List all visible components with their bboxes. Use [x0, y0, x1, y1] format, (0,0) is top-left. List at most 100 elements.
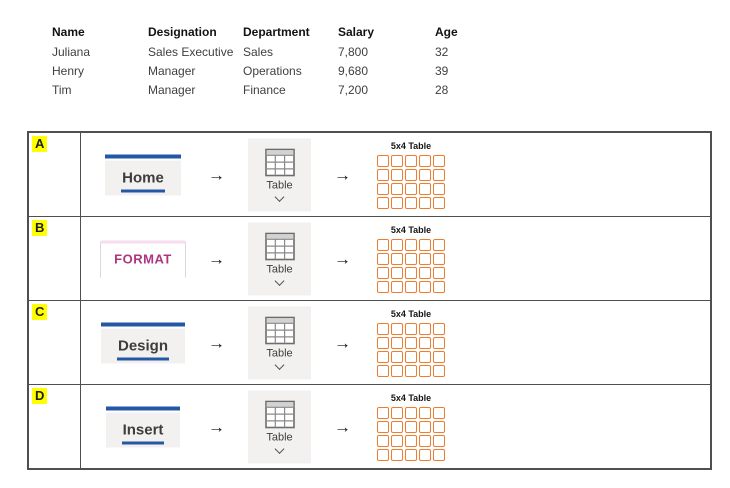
options-table: A Home → Table: [27, 131, 712, 470]
tab-label: Home: [121, 169, 165, 192]
grid-cell: [419, 238, 431, 251]
option-row-a[interactable]: A Home → Table: [29, 133, 710, 216]
grid-cell: [405, 154, 417, 167]
arrow-icon: →: [334, 249, 351, 268]
grid-cell: [433, 168, 445, 181]
grid-cell: [377, 434, 389, 447]
mini-table-grid: [369, 154, 453, 209]
table-dropdown-button[interactable]: Table: [248, 306, 311, 379]
grid-cell: [377, 252, 389, 265]
column-header: Name: [52, 24, 85, 39]
option-content: Insert → Table → 5x4 Table: [81, 385, 710, 468]
grid-cell: [419, 182, 431, 195]
option-letter: D: [32, 388, 48, 404]
mini-table-label: 5x4 Table: [390, 392, 432, 403]
arrow-icon: →: [208, 249, 225, 268]
grid-cell: [405, 182, 417, 195]
table-cell: Henry: [52, 63, 85, 78]
grid-cell: [391, 420, 403, 433]
ribbon-tab-insert[interactable]: Insert: [105, 406, 181, 447]
option-letter: A: [32, 136, 48, 152]
employee-table: Name Designation Department Salary Age J…: [52, 21, 495, 99]
table-dropdown-button[interactable]: Table: [248, 222, 311, 295]
tab-label: Insert: [121, 421, 165, 444]
grid-cell: [391, 238, 403, 251]
mini-table-grid: [369, 406, 453, 461]
grid-cell: [391, 448, 403, 461]
grid-cell: [433, 196, 445, 209]
grid-cell: [405, 336, 417, 349]
option-row-c[interactable]: C Design → Table: [29, 300, 710, 384]
tab-label: Design: [116, 337, 169, 360]
grid-cell: [433, 336, 445, 349]
grid-cell: [377, 448, 389, 461]
option-letter-cell: A: [29, 133, 81, 216]
table-cell: 7,800: [338, 44, 369, 59]
mini-table-block: 5x4 Table: [369, 141, 453, 209]
grid-cell: [419, 364, 431, 377]
grid-cell: [433, 364, 445, 377]
grid-cell: [391, 182, 403, 195]
grid-cell: [391, 252, 403, 265]
grid-cell: [405, 252, 417, 265]
table-button-label: Table: [266, 263, 293, 276]
column-header: Designation: [148, 24, 217, 39]
table-button-label: Table: [266, 179, 293, 192]
ribbon-tab-design[interactable]: Design: [100, 322, 185, 363]
grid-cell: [377, 154, 389, 167]
grid-cell: [377, 266, 389, 279]
grid-cell: [377, 364, 389, 377]
table-grid-icon: [264, 316, 295, 345]
table-cell: Sales: [243, 44, 274, 59]
mini-table-label: 5x4 Table: [390, 224, 432, 235]
grid-cell: [377, 182, 389, 195]
grid-cell: [419, 280, 431, 293]
grid-cell: [433, 406, 445, 419]
table-grid-icon: [264, 148, 295, 177]
table-cell: 9,680: [338, 63, 369, 78]
grid-cell: [419, 420, 431, 433]
option-row-b[interactable]: B FORMAT → Table →: [29, 216, 710, 300]
option-letter-cell: D: [29, 385, 81, 468]
ribbon-tab-home[interactable]: Home: [105, 154, 181, 195]
grid-cell: [433, 266, 445, 279]
mini-table-label: 5x4 Table: [390, 140, 432, 151]
table-button-label: Table: [266, 347, 293, 360]
grid-cell: [419, 448, 431, 461]
grid-cell: [405, 350, 417, 363]
grid-cell: [405, 266, 417, 279]
grid-cell: [377, 336, 389, 349]
table-dropdown-button[interactable]: Table: [248, 138, 311, 211]
table-row: Henry Manager Operations 9,680 39: [52, 61, 495, 80]
tab-top-bar: [105, 154, 181, 158]
grid-cell: [391, 322, 403, 335]
table-cell: Tim: [52, 82, 72, 97]
grid-cell: [419, 154, 431, 167]
grid-cell: [433, 448, 445, 461]
grid-cell: [377, 322, 389, 335]
tab-label: FORMAT: [114, 251, 172, 266]
grid-cell: [433, 182, 445, 195]
grid-cell: [433, 154, 445, 167]
grid-cell: [391, 406, 403, 419]
tab-top-bar: [100, 322, 185, 326]
table-button-label: Table: [266, 431, 293, 444]
arrow-icon: →: [334, 333, 351, 352]
ribbon-tab-format[interactable]: FORMAT: [100, 240, 186, 277]
arrow-icon: →: [208, 165, 225, 184]
chevron-down-icon: [274, 444, 285, 454]
mini-table-block: 5x4 Table: [369, 393, 453, 461]
table-cell: Operations: [243, 63, 302, 78]
option-row-d[interactable]: D Insert → Table: [29, 384, 710, 468]
table-dropdown-button[interactable]: Table: [248, 390, 311, 463]
grid-cell: [391, 336, 403, 349]
arrow-icon: →: [334, 165, 351, 184]
mini-table-label: 5x4 Table: [390, 308, 432, 319]
grid-cell: [391, 168, 403, 181]
grid-cell: [433, 252, 445, 265]
grid-cell: [377, 350, 389, 363]
grid-cell: [405, 434, 417, 447]
grid-cell: [433, 238, 445, 251]
table-cell: Finance: [243, 82, 286, 97]
grid-cell: [391, 434, 403, 447]
